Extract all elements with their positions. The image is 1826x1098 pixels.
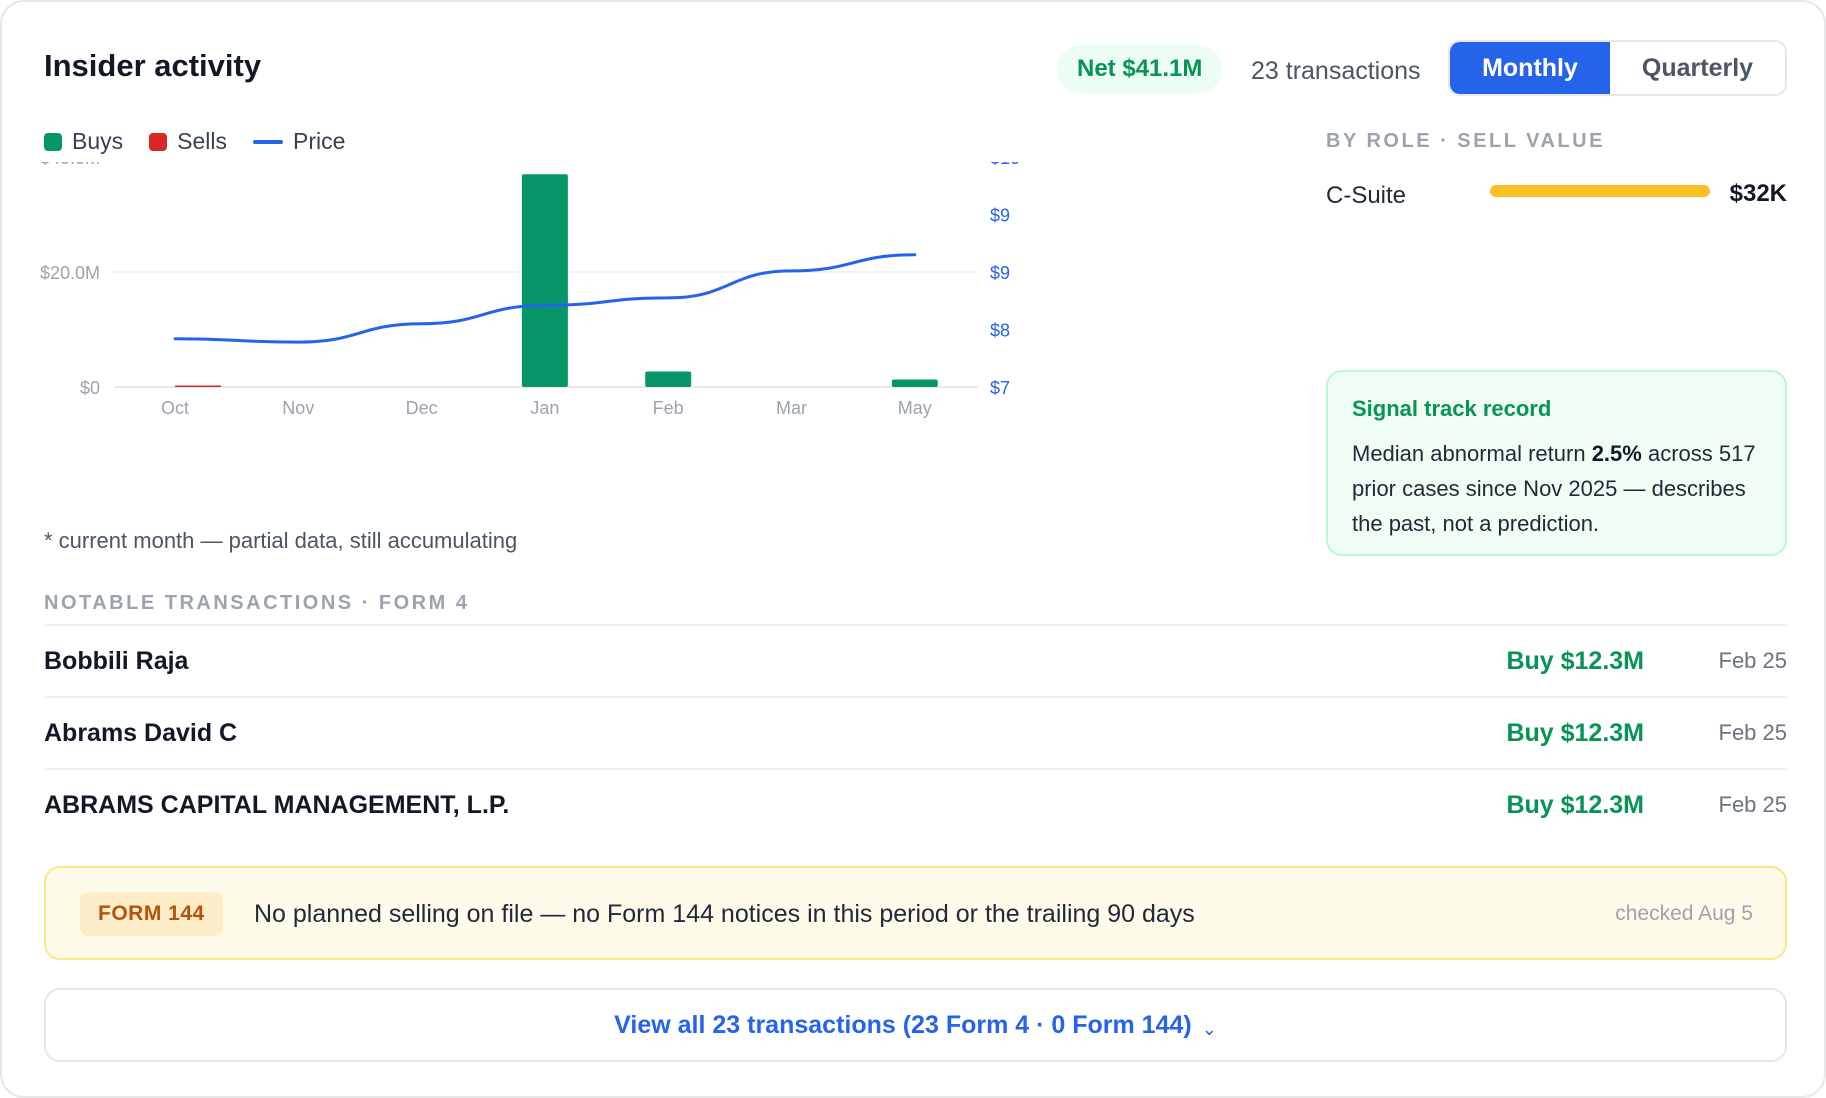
role-value: $32K xyxy=(1729,180,1787,207)
signal-body-post: across 517 prior cases since Nov 2025 — … xyxy=(1352,441,1756,536)
insider-name: Bobbili Raja xyxy=(44,646,189,675)
card-title: Insider activity xyxy=(44,48,262,83)
role-row-c-suite: C-Suite $32K xyxy=(1326,180,1787,212)
buys-bar xyxy=(645,371,692,387)
right-tick-label: $9 xyxy=(990,263,1010,283)
transaction-amount: Buy $12.3M xyxy=(1506,718,1644,747)
form144-checked: checked Aug 5 xyxy=(1615,902,1753,925)
signal-body-pre: Median abnormal return xyxy=(1352,441,1592,466)
x-tick-label: Nov xyxy=(282,398,314,418)
notable-heading: NOTABLE TRANSACTIONS · FORM 4 xyxy=(44,592,470,614)
left-tick-label: $0 xyxy=(80,378,100,398)
left-tick-label: $40.0M xyxy=(40,162,100,168)
right-tick-label: $9 xyxy=(990,206,1010,226)
transactions-count: 23 transactions xyxy=(1251,57,1421,85)
transaction-date: Feb 25 xyxy=(1718,720,1788,745)
toggle-quarterly[interactable]: Quarterly xyxy=(1641,53,1754,82)
table-row[interactable]: ABRAMS CAPITAL MANAGEMENT, L.P. Buy $12.… xyxy=(44,768,1787,840)
insider-chart: $0 $20.0M $40.0M $7 $8 $9 $9 $10 Oct Nov Dec Jan Feb… xyxy=(40,162,1020,418)
x-tick-label: Mar xyxy=(776,398,807,418)
x-tick-label: Oct xyxy=(161,398,189,418)
by-role-heading: BY ROLE · SELL VALUE xyxy=(1326,130,1605,152)
form144-text: No planned selling on file — no Form 144… xyxy=(254,900,1195,928)
x-tick-label: Dec xyxy=(406,398,438,418)
transaction-date: Feb 25 xyxy=(1718,792,1788,817)
insider-name: ABRAMS CAPITAL MANAGEMENT, L.P. xyxy=(44,790,510,819)
signal-title: Signal track record xyxy=(1352,396,1552,421)
left-tick-label: $20.0M xyxy=(40,263,100,283)
toggle-monthly[interactable]: Monthly xyxy=(1450,42,1610,94)
net-badge: Net $41.1M xyxy=(1057,45,1223,93)
insider-name: Abrams David C xyxy=(44,718,238,747)
form144-banner: FORM 144 No planned selling on file — no… xyxy=(44,866,1787,960)
legend-buys[interactable]: Buys xyxy=(44,128,123,155)
signal-body: Median abnormal return 2.5% across 517 p… xyxy=(1352,436,1761,541)
view-all-transactions-button[interactable]: View all 23 transactions (23 Form 4 · 0 … xyxy=(44,988,1787,1062)
view-all-label: View all 23 transactions (23 Form 4 · 0 … xyxy=(614,1010,1192,1039)
buys-swatch xyxy=(44,132,62,151)
transaction-amount: Buy $12.3M xyxy=(1506,790,1644,819)
x-tick-label: May xyxy=(898,398,932,418)
signal-track-record: Signal track record Median abnormal retu… xyxy=(1326,370,1787,556)
notable-list: Bobbili Raja Buy $12.3M Feb 25 Abrams Da… xyxy=(44,624,1787,840)
price-line xyxy=(173,253,917,344)
signal-body-bold: 2.5% xyxy=(1591,441,1642,466)
right-tick-label: $8 xyxy=(990,321,1010,341)
transaction-amount: Buy $12.3M xyxy=(1506,646,1644,675)
legend-buys-label: Buys xyxy=(72,128,124,154)
legend-sells-label: Sells xyxy=(177,128,227,154)
table-row[interactable]: Bobbili Raja Buy $12.3M Feb 25 xyxy=(44,624,1787,696)
x-tick-label: Feb xyxy=(653,398,684,418)
legend-sells[interactable]: Sells xyxy=(149,128,227,155)
table-row[interactable]: Abrams David C Buy $12.3M Feb 25 xyxy=(44,696,1787,768)
x-tick-label: Jan xyxy=(530,398,559,418)
right-tick-label: $7 xyxy=(990,378,1010,398)
buys-bar xyxy=(891,379,938,387)
legend-price[interactable]: Price xyxy=(253,128,345,155)
transaction-date: Feb 25 xyxy=(1718,648,1788,673)
sells-swatch xyxy=(149,132,168,151)
chart-footnote: * current month — partial data, still ac… xyxy=(44,528,518,553)
role-name: C-Suite xyxy=(1326,182,1407,209)
legend-price-label: Price xyxy=(293,128,346,154)
role-bar-track xyxy=(1490,185,1710,197)
chart-legend: Buys Sells Price xyxy=(44,128,345,155)
chevron-down-icon: ⌄ xyxy=(1201,1018,1217,1039)
right-tick-label: $10 xyxy=(990,162,1020,168)
role-bar-fill xyxy=(1490,185,1710,197)
price-line-swatch xyxy=(253,139,283,144)
form144-tag: FORM 144 xyxy=(80,892,223,936)
sells-bar xyxy=(175,385,221,387)
buys-bar xyxy=(521,174,568,387)
period-toggle: Monthly Quarterly xyxy=(1448,40,1787,96)
